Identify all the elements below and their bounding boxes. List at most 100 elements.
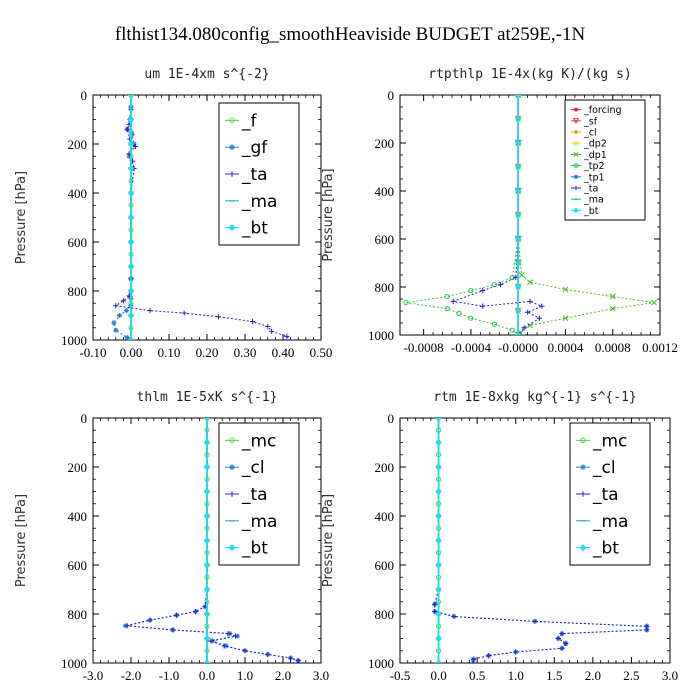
point-marker: [527, 322, 533, 329]
y-tick-label: 0: [81, 88, 88, 103]
panel-title: rtm 1E-8xkg kg^{-1} s^{-1}: [433, 390, 637, 405]
x-axis: -0.0008 -0.0004 -0.0000 0.0004 0.0008 0.0012: [404, 95, 678, 355]
point-marker: [444, 306, 450, 312]
legend-label: _ta: [241, 165, 268, 185]
point-marker: [435, 488, 442, 495]
legend-item: _cl: [571, 128, 597, 139]
point-marker: [580, 464, 586, 470]
y-tick-label: 200: [375, 136, 395, 151]
point-marker: [580, 491, 586, 497]
x-tick-label: -3.0: [83, 668, 104, 683]
legend-label: _ta: [241, 485, 268, 505]
legend-item: _forcing: [571, 105, 622, 116]
legend-item: _bt: [571, 206, 599, 217]
y-tick-label: 400: [68, 509, 88, 524]
panels: um 1E-4xm s^{-2}Pressure [hPa]-0.10 0.00 0…: [14, 67, 678, 683]
point-marker: [288, 337, 294, 340]
point-marker: [120, 298, 126, 304]
x-axis: -3.0 -2.0 -1.0 0.0 1.0 2.0 3.0: [83, 418, 329, 683]
y-tick-label: 0: [388, 88, 395, 103]
series-line: [451, 95, 544, 335]
legend-item: _ta: [576, 485, 619, 505]
x-tick-label: 1.0: [237, 668, 253, 683]
point-marker: [229, 117, 235, 124]
point-marker: [514, 139, 522, 147]
point-marker: [470, 660, 476, 663]
series-group: [122, 418, 301, 663]
point-marker: [513, 649, 519, 655]
x-tick-label: 0.00: [120, 345, 143, 360]
legend-label: _cl: [583, 128, 597, 139]
point-marker: [435, 439, 442, 446]
legend-item: _tp1: [571, 172, 605, 183]
y-axis: 0 200 400 600 800 1000: [61, 411, 321, 671]
y-tick-label: 200: [68, 460, 88, 475]
point-marker: [536, 315, 543, 321]
x-axis: -0.10 0.00 0.10 0.20 0.30 0.40 0.50: [79, 95, 332, 360]
legend-box: [564, 99, 646, 221]
legend-item: _ta: [571, 184, 598, 195]
x-tick-label: -0.5: [390, 668, 411, 683]
point-marker: [127, 238, 135, 246]
legend-label: _ta: [592, 485, 619, 505]
series-tp2: [403, 95, 521, 335]
point-marker: [229, 171, 235, 177]
legend-label: _ma: [241, 192, 277, 212]
x-tick-label: -2.0: [121, 668, 142, 683]
point-marker: [124, 623, 130, 629]
point-marker: [225, 631, 231, 637]
panel-2: rtpthlp 1E-4x(kg K)/(kg s) Pressure [hPa]…: [321, 67, 678, 355]
legend-label: _dp2: [583, 139, 607, 150]
legend-item: _f: [225, 111, 258, 131]
point-marker: [284, 333, 290, 339]
legend-label: _tp1: [583, 172, 605, 183]
point-marker: [174, 612, 180, 618]
point-marker: [127, 95, 135, 99]
legend-label: _ma: [241, 512, 277, 532]
point-marker: [480, 288, 486, 294]
point-marker: [480, 303, 486, 309]
y-tick-label: 1000: [368, 656, 394, 671]
point-marker: [403, 300, 409, 306]
point-marker: [221, 643, 227, 649]
point-marker: [514, 235, 522, 243]
point-marker: [250, 319, 256, 325]
point-marker: [295, 660, 301, 663]
point-marker: [559, 631, 565, 637]
legend-label: _tp2: [583, 161, 605, 172]
point-marker: [468, 288, 474, 294]
point-marker: [435, 418, 442, 422]
x-tick-label: 0.0012: [642, 340, 678, 355]
legend-item: _ma: [225, 192, 277, 212]
y-axis-label: Pressure [hPa]: [14, 171, 29, 264]
legend-item: _gf: [225, 138, 268, 158]
y-tick-label: 800: [68, 607, 88, 622]
point-marker: [203, 463, 211, 471]
legend-item: _cl: [225, 458, 265, 478]
x-tick-label: 2.0: [275, 668, 291, 683]
legend-label: _dp1: [583, 150, 607, 161]
point-marker: [573, 107, 579, 112]
y-axis: 0 200 400 600 800 1000: [61, 88, 321, 348]
point-marker: [509, 327, 515, 333]
point-marker: [573, 207, 579, 214]
point-marker: [435, 586, 442, 593]
point-marker: [563, 640, 569, 646]
y-tick-label: 800: [375, 607, 395, 622]
point-marker: [123, 308, 130, 314]
y-tick-label: 400: [68, 186, 88, 201]
y-tick-label: 400: [375, 184, 395, 199]
point-marker: [203, 561, 211, 569]
x-tick-label: 0.0008: [595, 340, 631, 355]
legend-label: _bt: [583, 206, 599, 217]
series-group: [403, 95, 658, 335]
legend-item: _sf: [571, 116, 598, 127]
x-axis: -0.5 0.0 0.5 1.0 1.5 2.0 2.5 3.0: [390, 418, 678, 683]
x-tick-label: 0.10: [158, 345, 181, 360]
point-marker: [497, 282, 504, 288]
legend-item: _cl: [576, 458, 616, 478]
point-marker: [229, 464, 235, 470]
point-marker: [572, 118, 580, 125]
point-marker: [203, 635, 211, 642]
legend-item: _ma: [225, 512, 277, 532]
